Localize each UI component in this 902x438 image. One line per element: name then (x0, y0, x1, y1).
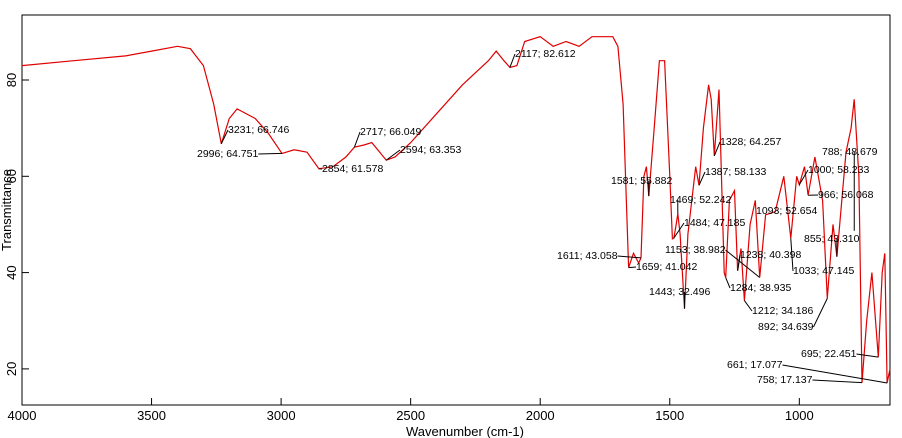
peak-leader (725, 249, 760, 278)
peak-label: 1238; 40.398 (740, 249, 801, 261)
y-tick-label: 80 (4, 73, 19, 87)
peak-label: 855; 43.310 (804, 233, 860, 245)
peak-label: 695; 22.451 (801, 348, 857, 360)
peak-label: 2996; 64.751 (197, 148, 258, 160)
y-tick-label: 60 (4, 169, 19, 183)
x-tick-label: 3500 (137, 408, 166, 423)
peak-label: 892; 34.639 (758, 321, 814, 333)
peak-leader (798, 169, 809, 186)
peak-leader (790, 238, 794, 272)
peak-leader (812, 379, 863, 384)
peak-label: 1611; 43.058 (557, 250, 618, 262)
peak-leader (737, 254, 741, 271)
peak-label: 1000; 58.233 (808, 164, 869, 176)
peak-label: 2594; 63.353 (400, 144, 461, 156)
peak-leader (509, 53, 516, 68)
peak-leader (713, 141, 721, 156)
peak-leader (386, 149, 401, 161)
peak-leader (782, 364, 888, 384)
peak-leader (856, 353, 879, 358)
peak-label: 1387; 58.133 (705, 166, 766, 178)
peak-label: 661; 17.077 (727, 359, 783, 371)
spectrum-line (21, 36, 891, 384)
peak-label: 1469; 52.242 (670, 194, 731, 206)
peak-label: 966; 56.068 (818, 189, 874, 201)
peak-leader (628, 266, 637, 269)
peak-label: 2717; 66.049 (360, 126, 421, 138)
y-axis-label: Transmittance (0, 169, 14, 251)
plot-frame (21, 14, 891, 406)
peak-label: 1284; 38.935 (730, 282, 791, 294)
x-tick-label: 1000 (785, 408, 814, 423)
peak-label: 2117; 82.612 (515, 48, 576, 60)
peak-leader (220, 129, 229, 145)
peak-leader (353, 131, 361, 148)
peak-label: 2854; 61.578 (322, 163, 383, 175)
peak-leader (698, 171, 706, 186)
peak-leader (617, 255, 642, 259)
peak-label: 1659; 41.042 (636, 261, 697, 273)
x-tick-label: 3000 (267, 408, 296, 423)
peak-leader (673, 222, 685, 239)
peak-label: 758; 17.137 (757, 374, 813, 386)
peak-label: 1443; 32.496 (649, 286, 710, 298)
peak-leader (813, 298, 828, 328)
x-tick-label: 1500 (655, 408, 684, 423)
x-tick-label: 4000 (8, 408, 37, 423)
x-axis-label: Wavenumber (cm-1) (406, 424, 524, 438)
y-tick-label: 40 (4, 265, 19, 279)
peak-label: 1328; 64.257 (720, 136, 781, 148)
peak-label: 1033; 47.145 (793, 265, 854, 277)
peak-leader (743, 300, 753, 312)
x-tick-label: 2500 (396, 408, 425, 423)
peak-label: 1581; 55.882 (611, 175, 672, 187)
x-tick-label: 2000 (526, 408, 555, 423)
peak-label: 1212; 34.186 (752, 305, 813, 317)
peak-label: 1093; 52.654 (756, 205, 817, 217)
peak-leader (258, 152, 283, 155)
peak-label: 1153; 38.982 (665, 244, 726, 256)
peak-label: 1484; 47.185 (684, 217, 745, 229)
y-tick-label: 20 (4, 362, 19, 376)
peak-label: 3231; 66.746 (228, 124, 289, 136)
peak-leader (725, 277, 731, 289)
peak-label: 788; 48.679 (822, 146, 878, 158)
